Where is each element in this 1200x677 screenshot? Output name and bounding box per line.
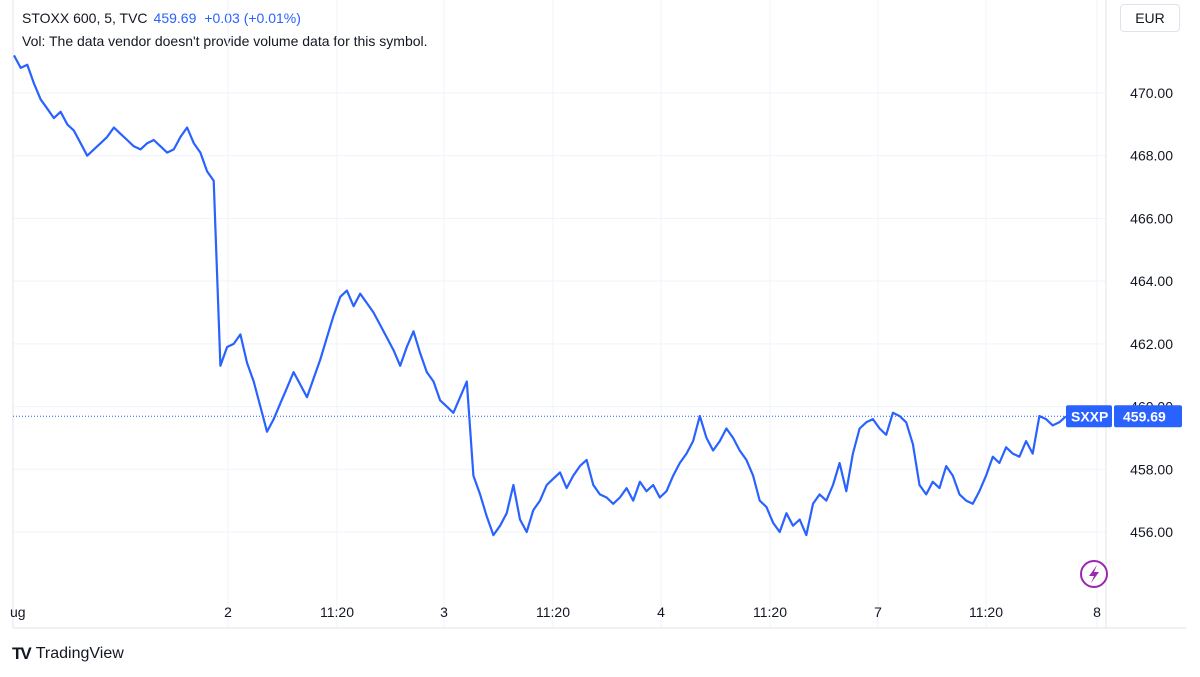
- x-tick-label: 11:20: [320, 604, 354, 620]
- x-tick-label: 2: [224, 604, 232, 620]
- brand-name: TradingView: [35, 645, 124, 662]
- tv-logo-icon: TV: [12, 644, 32, 663]
- x-tick-label: 3: [440, 604, 448, 620]
- tradingview-logo[interactable]: TV TradingView: [12, 644, 124, 664]
- price-tag: SXXP 459.69: [1066, 405, 1182, 428]
- volume-note: Vol: The data vendor doesn't provide vol…: [22, 33, 428, 49]
- y-tick-label: 466.00: [1130, 210, 1173, 226]
- y-tick-label: 470.00: [1130, 85, 1173, 101]
- symbol-label[interactable]: STOXX 600, 5, TVC: [22, 10, 148, 26]
- x-tick-label: 11:20: [969, 604, 1003, 620]
- lightning-bolt-icon[interactable]: [1080, 560, 1108, 588]
- x-tick-label: 11:20: [536, 604, 570, 620]
- y-tick-label: 468.00: [1130, 148, 1173, 164]
- price-line: [13, 54, 1067, 537]
- grid: [13, 0, 1106, 628]
- time-axis: ug 2 11:20 3 11:20 4 11:20 7 11:20 8: [10, 604, 1101, 620]
- y-tick-label: 464.00: [1130, 273, 1173, 289]
- x-tick-label: ug: [10, 604, 26, 620]
- y-tick-label: 456.00: [1130, 524, 1173, 540]
- price-value: 459.69: [153, 10, 197, 26]
- price-change: +0.03 (+0.01%): [204, 10, 301, 26]
- x-tick-label: 8: [1093, 604, 1101, 620]
- currency-button[interactable]: EUR: [1120, 4, 1180, 32]
- x-tick-label: 11:20: [753, 604, 787, 620]
- price-chart[interactable]: 470.00468.00466.00464.00462.00460.00458.…: [0, 0, 1200, 640]
- price-tag-value: 459.69: [1123, 408, 1166, 424]
- price-axis: 470.00468.00466.00464.00462.00460.00458.…: [1130, 85, 1173, 540]
- price-tag-symbol: SXXP: [1071, 408, 1108, 424]
- chart-legend: STOXX 600, 5, TVC 459.69 +0.03 (+0.01%) Vo…: [22, 8, 428, 51]
- y-tick-label: 462.00: [1130, 336, 1173, 352]
- x-tick-label: 7: [874, 604, 882, 620]
- y-tick-label: 458.00: [1130, 461, 1173, 477]
- x-tick-label: 4: [657, 604, 665, 620]
